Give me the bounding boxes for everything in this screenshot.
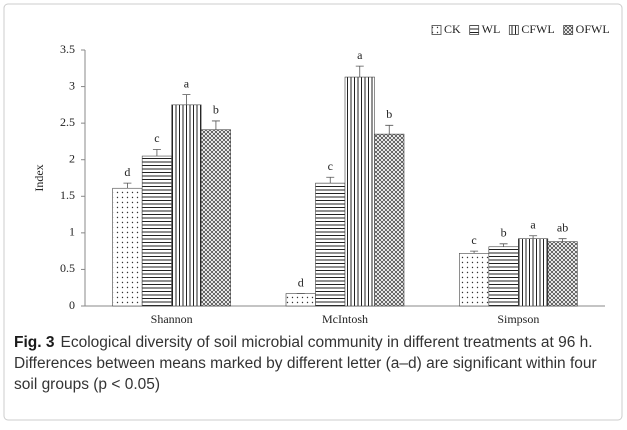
y-tick-label: 2: [69, 151, 75, 165]
significance-letter: c: [154, 131, 159, 145]
bar: [315, 182, 346, 307]
error-bar: [385, 124, 394, 135]
significance-letter: b: [501, 226, 507, 240]
caption-label: Fig. 3: [14, 334, 55, 351]
bar: [374, 133, 405, 307]
caption-text: Ecological diversity of soil microbial c…: [14, 334, 597, 393]
bar: [344, 76, 375, 307]
significance-letter: ab: [557, 220, 568, 234]
bar: [285, 293, 316, 307]
significance-letter: d: [124, 165, 130, 179]
legend-swatch: [508, 25, 519, 35]
significance-letter: a: [530, 218, 536, 232]
significance-letter: c: [471, 233, 476, 247]
significance-letter: b: [386, 107, 392, 121]
bar: [200, 129, 231, 307]
significance-letter: a: [184, 76, 190, 90]
x-tick-label: Simpson: [497, 312, 539, 326]
y-axis-title: Index: [32, 164, 46, 191]
error-bar: [470, 250, 479, 254]
bar: [171, 104, 202, 307]
bar: [547, 241, 578, 307]
y-tick-label: 0.5: [60, 261, 75, 275]
legend-label: CK: [444, 22, 461, 36]
error-bar: [152, 149, 161, 157]
y-tick-label: 1: [69, 225, 75, 239]
y-tick-label: 2.5: [60, 115, 75, 129]
legend-swatch: [431, 25, 442, 35]
legend-swatch: [469, 25, 480, 35]
y-tick-label: 1.5: [60, 188, 75, 202]
error-bar: [355, 65, 364, 78]
significance-letter: c: [328, 159, 333, 173]
bar: [488, 246, 519, 307]
y-tick-label: 3.5: [60, 42, 75, 56]
bar: [518, 238, 549, 307]
bar: [459, 253, 490, 307]
error-bar: [182, 94, 191, 105]
legend-swatch: [563, 25, 574, 35]
frame: [3, 3, 623, 421]
error-bar: [558, 238, 567, 242]
y-tick-label: 0: [69, 298, 75, 312]
x-tick-label: Shannon: [151, 312, 193, 326]
legend-label: CFWL: [521, 22, 554, 36]
significance-letter: d: [298, 275, 304, 289]
error-bar: [326, 176, 335, 184]
error-bar: [211, 120, 220, 130]
bar: [141, 155, 172, 307]
significance-letter: a: [357, 48, 363, 62]
significance-letter: b: [213, 103, 219, 117]
bar: [112, 187, 143, 307]
x-tick-label: McIntosh: [322, 312, 368, 326]
error-bar: [529, 235, 538, 239]
error-bar: [123, 182, 132, 189]
legend-label: OFWL: [576, 22, 610, 36]
legend-label: WL: [482, 22, 501, 36]
error-bar: [499, 243, 508, 247]
y-tick-label: 3: [69, 78, 75, 92]
caption: Fig. 3 Ecological diversity of soil micro…: [14, 332, 614, 395]
